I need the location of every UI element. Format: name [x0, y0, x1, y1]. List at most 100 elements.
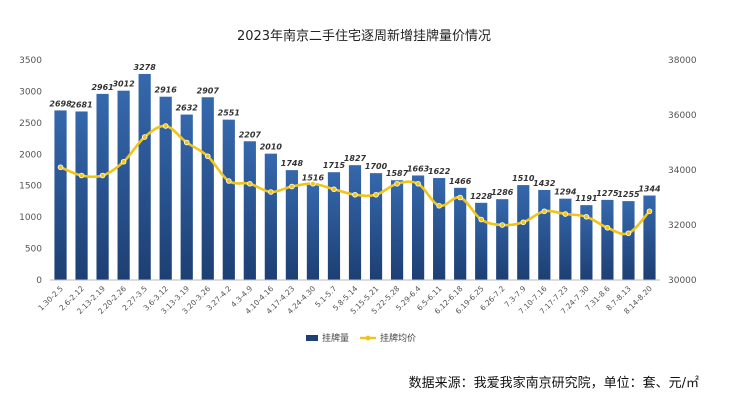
bar-data-label: 2681: [70, 100, 92, 109]
price-point: [225, 178, 232, 184]
bar: [285, 170, 298, 280]
price-point: [204, 153, 211, 160]
bar-data-label: 1663: [407, 164, 430, 173]
bar: [264, 153, 277, 280]
left-tick-label: 2000: [19, 150, 42, 160]
bar: [390, 180, 404, 280]
price-point: [352, 191, 358, 198]
price-point: [373, 191, 379, 198]
x-axis: 1.30-2.52.6-2.122.13-2.192.20-2.262.27-3…: [36, 279, 660, 316]
bar: [348, 165, 362, 280]
bar: [496, 199, 509, 280]
bar: [643, 195, 656, 280]
right-tick-label: 34000: [668, 166, 697, 176]
bar-data-label: 1275: [596, 189, 619, 198]
bar: [559, 198, 572, 280]
line-series: [57, 123, 653, 237]
chart-title: 2023年南京二手住宅逐周新增挂牌量价情况: [237, 28, 491, 44]
left-tick-label: 500: [25, 245, 42, 255]
bar-data-label: 1516: [302, 174, 325, 183]
bar: [96, 93, 109, 280]
price-point: [646, 208, 653, 215]
legend: 挂牌量 挂牌均价: [306, 332, 416, 344]
price-point: [141, 134, 148, 140]
bar-series: [54, 73, 656, 280]
bar-data-label: 2907: [197, 86, 220, 95]
price-point: [520, 219, 527, 226]
bar-data-label: 2698: [49, 99, 72, 108]
right-tick-label: 38000: [668, 56, 697, 66]
bar-data-label: 2207: [239, 130, 262, 139]
price-point: [289, 183, 295, 190]
price-point: [625, 230, 632, 237]
price-point: [310, 180, 316, 187]
right-tick-label: 32000: [668, 221, 697, 231]
bar: [75, 111, 88, 280]
bar-data-label: 2916: [155, 86, 178, 95]
bar-data-label: 1748: [281, 159, 304, 168]
bar: [369, 173, 383, 280]
right-tick-label: 30000: [668, 276, 697, 286]
left-tick-label: 2500: [19, 119, 42, 129]
price-point: [562, 211, 569, 217]
bar-data-label: 3012: [112, 80, 135, 89]
price-point: [331, 186, 337, 193]
bar: [222, 119, 235, 280]
price-point: [499, 222, 506, 228]
bar: [138, 73, 151, 280]
price-point: [436, 202, 442, 209]
bar-data-label: 1286: [491, 188, 514, 197]
bar: [180, 114, 193, 280]
price-point: [604, 224, 611, 231]
bar: [433, 178, 446, 280]
legend-label-line: 挂牌均价: [380, 332, 416, 344]
price-point: [457, 194, 463, 201]
bar-data-label: 1715: [323, 161, 346, 170]
bar: [412, 175, 425, 280]
price-point: [57, 164, 64, 171]
bar-data-label: 1510: [512, 174, 535, 183]
bar: [54, 110, 67, 280]
bar-data-label: 1191: [575, 194, 597, 203]
bar-data-label: 1228: [470, 192, 493, 201]
bar: [243, 141, 256, 280]
bar: [117, 90, 130, 280]
right-tick-label: 36000: [668, 111, 697, 121]
bar: [601, 199, 614, 280]
price-point: [394, 180, 400, 187]
bar: [327, 172, 341, 280]
bar-data-label: 1255: [617, 190, 640, 199]
price-point: [162, 123, 169, 129]
bar-data-label: 1294: [554, 188, 577, 197]
left-tick-label: 0: [36, 276, 42, 286]
right-axis: 30000 32000 34000 36000 38000: [668, 56, 697, 286]
bar: [517, 185, 530, 280]
bar-data-label: 2632: [176, 104, 199, 113]
left-tick-label: 1000: [19, 213, 42, 223]
price-point: [415, 180, 421, 187]
bar: [159, 96, 172, 280]
left-tick-label: 1500: [19, 182, 42, 192]
bar-data-label: 2961: [91, 83, 113, 92]
price-point: [120, 158, 127, 165]
bar: [201, 97, 214, 280]
legend-swatch-bar: [306, 335, 318, 341]
bar: [306, 184, 320, 280]
price-point: [541, 208, 548, 215]
price-point: [78, 172, 85, 179]
bar: [580, 205, 593, 280]
price-point: [183, 139, 190, 146]
bar-data-label: 2551: [218, 109, 240, 118]
bar-data-label: 1432: [533, 179, 556, 188]
legend-marker-line: [365, 335, 371, 341]
price-point: [268, 189, 274, 195]
left-tick-label: 3000: [19, 87, 42, 97]
price-point: [247, 180, 253, 187]
bar-data-label: 1622: [428, 167, 451, 176]
bar-data-label: 1344: [638, 185, 661, 194]
bar-data-label: 3278: [134, 63, 157, 72]
bar-data-label: 1587: [386, 169, 409, 178]
price-point: [478, 216, 485, 223]
